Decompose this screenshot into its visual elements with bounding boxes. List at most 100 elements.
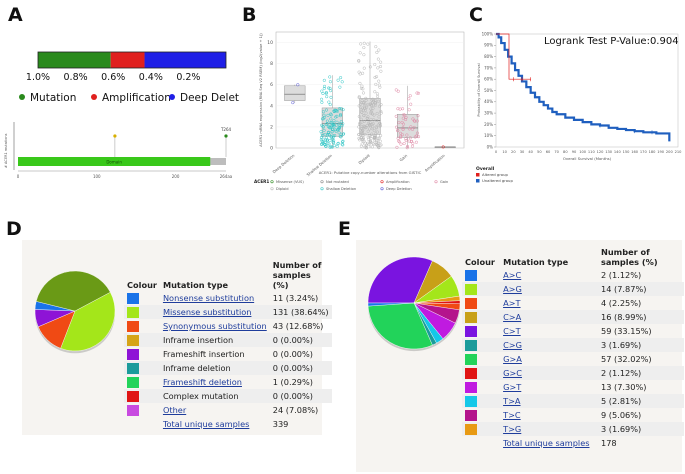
data-point xyxy=(368,139,372,143)
data-point xyxy=(322,78,326,82)
chart-title: Logrank Test P-Value:0.904 xyxy=(544,36,679,47)
table-row: Nonsense substitution 11 (3.24%) xyxy=(124,291,332,305)
legend-marker xyxy=(270,180,274,184)
panel-a-chart: 1.0% 0.8% 0.6% 0.4% 0.2% Mutation Amplificatio… xyxy=(4,51,240,179)
mutation-type-cell[interactable]: T>C xyxy=(503,410,521,420)
data-point xyxy=(319,130,323,134)
data-point xyxy=(368,121,372,125)
colour-cell xyxy=(462,324,500,338)
data-point xyxy=(321,125,325,129)
mutation-type-cell[interactable]: G>C xyxy=(500,366,598,380)
data-point xyxy=(319,138,323,142)
y-tick-label: 70% xyxy=(484,65,493,70)
total-unique-samples-value: 178 xyxy=(601,438,617,448)
data-point xyxy=(341,108,345,112)
data-point xyxy=(377,115,381,119)
x-tick-label: 30 xyxy=(520,150,525,154)
data-point xyxy=(357,115,361,119)
table-row: G>A 57 (32.02%) xyxy=(462,352,684,366)
colour-cell xyxy=(462,338,501,352)
data-point xyxy=(370,145,374,149)
mutation-type-cell[interactable]: G>A xyxy=(503,354,522,364)
data-point xyxy=(357,95,361,99)
data-point xyxy=(329,134,333,138)
legend-marker xyxy=(380,187,384,191)
legend-title: ACER1 xyxy=(254,179,269,184)
panel-b-chart: 0 2 4 6 8 10 ACER1 mRNA expression (RNA Seq V2… xyxy=(254,31,465,191)
mutation-type-cell[interactable]: T>A xyxy=(500,394,598,408)
colour-cell xyxy=(462,352,500,366)
data-point xyxy=(377,146,381,150)
total-unique-samples-link[interactable]: Total unique samples xyxy=(162,419,250,429)
table-row: Frameshift insertion 0 (0.00%) xyxy=(124,347,332,361)
x-axis-label: Overall Survival (Months) xyxy=(563,156,612,161)
mutation-type-cell[interactable]: G>T xyxy=(503,382,522,392)
data-point xyxy=(376,99,381,103)
col-mutation-type: Mutation type xyxy=(503,257,569,267)
mutation-type-cell[interactable]: A>T xyxy=(503,298,521,308)
data-point xyxy=(322,84,327,88)
data-point xyxy=(362,46,366,50)
data-point xyxy=(379,111,383,115)
data-point xyxy=(360,84,364,88)
mutation-type-cell[interactable]: C>A xyxy=(500,310,598,324)
colour-cell xyxy=(462,282,501,296)
table-row: A>T 4 (2.25%) xyxy=(462,296,684,310)
mutation-type-cell[interactable]: C>T xyxy=(503,326,521,336)
data-point xyxy=(404,115,408,119)
legend-marker xyxy=(320,180,324,184)
mutation-type-cell[interactable]: Nonsense substitution xyxy=(162,293,255,303)
data-point xyxy=(407,108,411,112)
total-unique-samples-link[interactable]: Total unique samples xyxy=(503,438,590,448)
x-tick-label: 170 xyxy=(640,150,648,154)
data-point xyxy=(410,144,415,148)
col-colour: Colour xyxy=(127,280,157,290)
sample-count-cell: 0 (0.00%) xyxy=(269,361,332,375)
x-tick-label: 130 xyxy=(605,150,613,154)
mutation-type-cell[interactable]: A>G xyxy=(500,282,598,296)
data-point xyxy=(329,112,333,116)
mutation-type-cell[interactable]: C>G xyxy=(500,338,598,352)
legend-swatch-unaltered-group xyxy=(476,179,480,183)
data-point xyxy=(374,143,378,147)
data-point xyxy=(322,86,326,91)
tick-label-0-6: 0.6% xyxy=(101,72,125,83)
data-point xyxy=(336,78,340,82)
mutation-type-cell[interactable]: Other xyxy=(162,405,187,415)
mutation-type-cell[interactable]: Frameshift deletion xyxy=(162,377,242,387)
mutation-type-cell[interactable]: A>C xyxy=(503,270,522,280)
data-point xyxy=(341,139,345,143)
data-point xyxy=(320,89,324,93)
table-row: A>C 2 (1.12%) xyxy=(462,268,684,282)
colour-swatch xyxy=(465,340,477,351)
data-point xyxy=(378,104,382,108)
plot-frame xyxy=(495,33,679,148)
data-point xyxy=(291,101,295,105)
empty-cell xyxy=(124,417,160,431)
panel-e-pie xyxy=(367,256,461,352)
data-point xyxy=(324,144,328,148)
data-point xyxy=(331,122,336,126)
mutation-type-cell[interactable]: T>G xyxy=(500,422,598,436)
pie-slice-coding-silent-unlisted xyxy=(35,270,111,312)
data-point xyxy=(413,119,417,123)
points-amplification xyxy=(441,145,445,149)
colour-cell xyxy=(124,361,160,375)
sample-count-cell: 3 (1.69%) xyxy=(598,422,684,436)
y-tick-label: 30% xyxy=(484,111,493,116)
legend-label-unaltered-group: Unaltered group xyxy=(482,178,513,183)
data-point xyxy=(325,138,329,142)
data-point xyxy=(338,125,342,130)
mutation-type-cell[interactable]: Missense substitution xyxy=(159,305,270,319)
data-point xyxy=(321,137,325,141)
data-point xyxy=(337,127,341,131)
data-point xyxy=(378,64,383,69)
pie-slice-g-a xyxy=(367,302,433,350)
data-point xyxy=(331,127,335,132)
mutation-type-cell[interactable]: Synonymous substitution xyxy=(162,321,267,331)
box xyxy=(284,85,306,101)
table-row: C>T 59 (33.15%) xyxy=(462,324,684,338)
data-point xyxy=(407,97,411,101)
colour-swatch xyxy=(465,424,477,435)
colour-cell xyxy=(124,305,160,319)
